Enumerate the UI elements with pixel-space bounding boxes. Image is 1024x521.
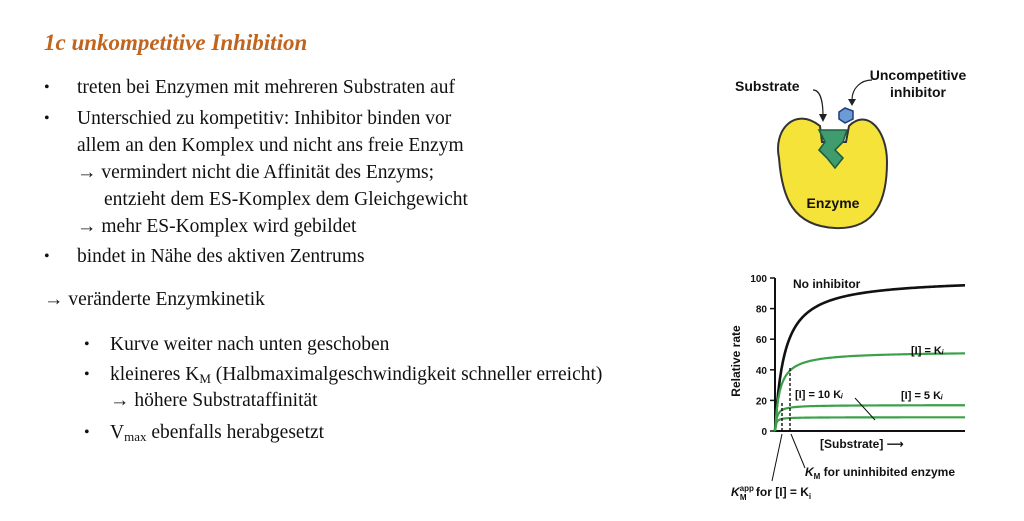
bullet-marker: • [84, 424, 90, 441]
arrow-line: → höhere Substrataffinität [110, 390, 318, 411]
series-line-3 [773, 416, 965, 432]
sub-bullet-text: kleineres KM (Halbmaximalgeschwindigkeit… [110, 363, 602, 387]
km-description: (Halbmaximalgeschwindigkeit schneller er… [210, 364, 603, 385]
y-tick-label: 60 [756, 335, 768, 346]
series-line-2 [773, 404, 965, 432]
substrate-pointer-line [812, 89, 824, 117]
vmax-symbol: V [110, 422, 125, 443]
km-uninhibited-pointer [790, 433, 806, 469]
bullet-text: Unterschied zu kompetitiv: Inhibitor bin… [77, 108, 452, 129]
inhibitor-label: Uncompetitive [870, 67, 967, 83]
y-tick-label: 20 [756, 396, 768, 407]
km-app-annotation: Kapp M for [I] = Ki [731, 484, 811, 502]
enzyme-label: Enzyme [807, 195, 860, 211]
y-tick-label: 100 [750, 274, 767, 285]
bullet-marker: • [84, 366, 90, 383]
arrow-line: → vermindert nicht die Affinität des Enz… [77, 162, 435, 183]
bullet-marker: • [44, 79, 50, 96]
y-axis-label: Relative rate [729, 325, 743, 397]
bullet-marker: • [44, 110, 50, 127]
inhibitor-shape [838, 107, 854, 124]
x-axis-label: [Substrate] ⟶ [820, 437, 904, 451]
substrate-shape [817, 129, 849, 170]
series-label-i-ki: [I] = Kᵢ [911, 345, 944, 357]
label-pointer-10ki [854, 397, 876, 421]
sub-bullet-text: Kurve weiter nach unten geschoben [110, 334, 390, 355]
vmax-subscript: max [124, 429, 147, 444]
y-axis-ticks: 0 20 40 60 80 100 [750, 274, 775, 438]
km-uninhibited-annotation: KM for uninhibited enzyme [805, 465, 955, 481]
rate-curves [773, 283, 966, 432]
enzyme-shape [777, 117, 889, 230]
inhibitor-pointer-line [851, 79, 873, 101]
vmax-description: ebenfalls herabgesetzt [146, 422, 325, 443]
series-line-0 [773, 283, 966, 432]
sub-bullet-text: Vmax ebenfalls herabgesetzt [110, 421, 324, 445]
km-symbol: kleineres K [110, 364, 200, 385]
bullet-text: bindet in Nähe des aktiven Zentrums [77, 246, 365, 267]
y-tick-label: 0 [761, 427, 767, 438]
bullet-marker: • [44, 248, 50, 265]
substrate-pointer-arrowhead [819, 114, 827, 122]
series-label-no-inhibitor: No inhibitor [793, 277, 861, 291]
series-line-1 [773, 352, 966, 432]
arrow-line: → mehr ES-Komplex wird gebildet [77, 216, 357, 237]
km-subscript: M [199, 371, 211, 386]
y-tick-label: 80 [756, 305, 768, 316]
inhibitor-label: inhibitor [890, 84, 947, 100]
series-label-i-5ki: [I] = 5 Kᵢ [901, 390, 943, 402]
inhibitor-pointer-arrowhead [848, 99, 856, 106]
kinetics-heading: → veränderte Enzymkinetik [44, 289, 265, 310]
bullet-text-continuation: allem an den Komplex und nicht ans freie… [77, 135, 464, 156]
bullet-marker: • [84, 336, 90, 353]
km-app-pointer [771, 433, 783, 482]
arrow-line: entzieht dem ES-Komplex dem Gleichgewich… [104, 189, 468, 210]
uncompetitive-inhibition-diagram: Substrate Uncompetitive inhibitor Enzyme [735, 67, 967, 230]
bullet-text: treten bei Enzymen mit mehreren Substrat… [77, 77, 455, 98]
page-title: 1c unkompetitive Inhibition [44, 30, 308, 55]
series-label-i-10ki: [I] = 10 Kᵢ [795, 389, 843, 401]
substrate-label: Substrate [735, 78, 800, 94]
y-tick-label: 40 [756, 366, 768, 377]
